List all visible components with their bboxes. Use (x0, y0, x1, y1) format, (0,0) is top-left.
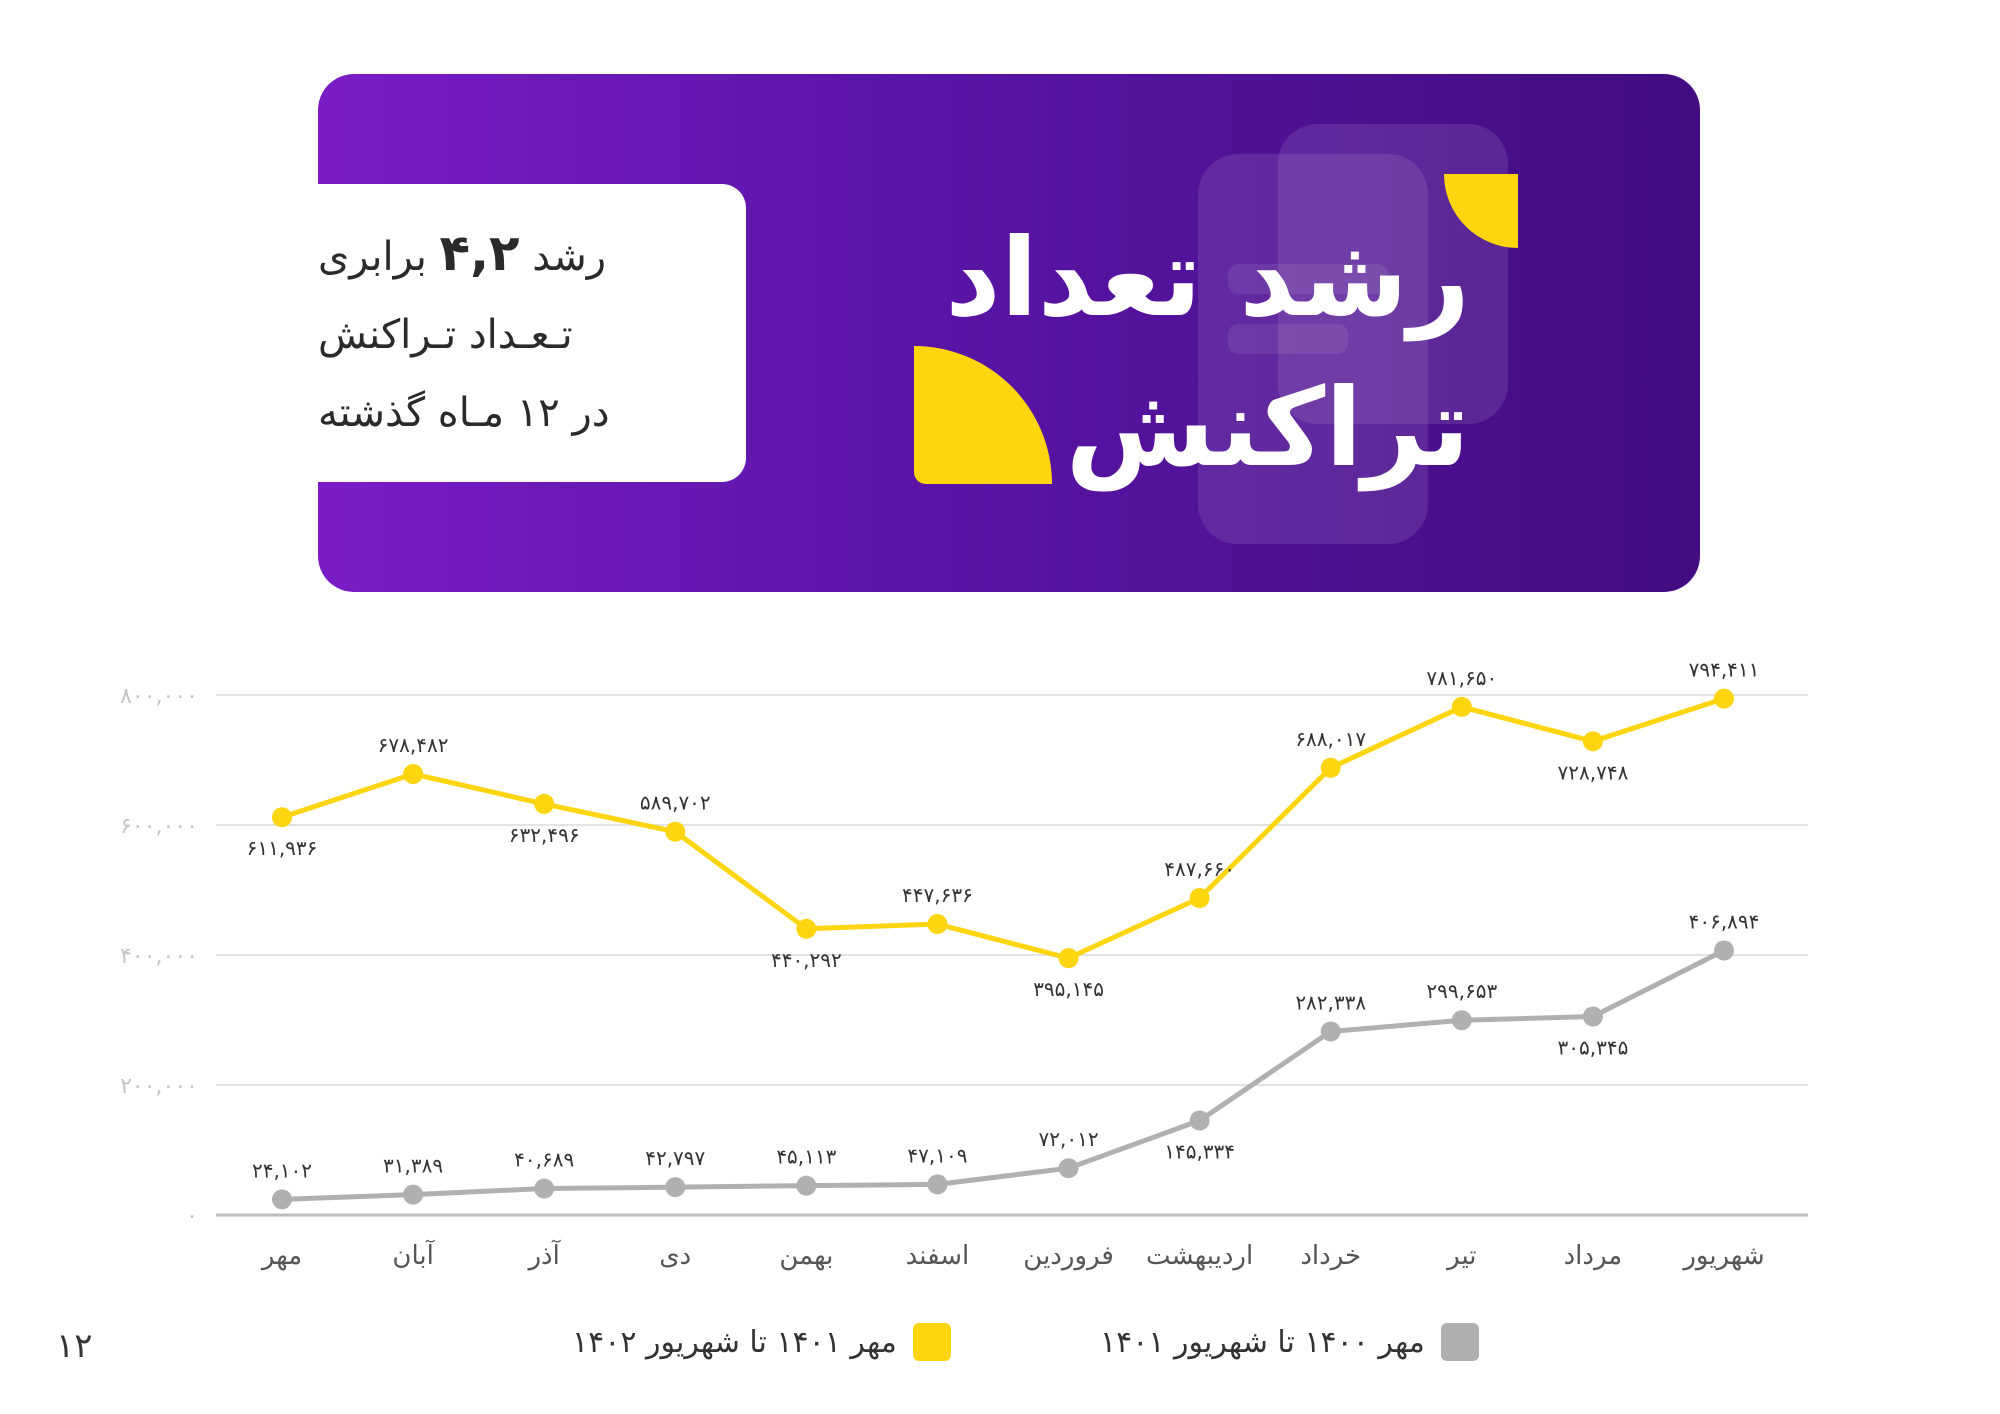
line-chart: ۰ ۲۰۰,۰۰۰ ۴۰۰,۰۰۰ ۶۰۰,۰۰۰ ۸۰۰,۰۰۰ مهر آبان آذر د… (120, 658, 1808, 1271)
data-point (403, 763, 424, 784)
x-tick-label: مهر (260, 1241, 302, 1271)
info-line-1: رشد ۴,۲ برابری (318, 214, 606, 296)
data-label: ۷۸۱,۶۵۰ (1426, 666, 1497, 690)
data-label: ۶۸۸,۰۱۷ (1295, 727, 1366, 751)
data-point (1189, 1110, 1210, 1131)
banner-title-line-2: تراکنش (1065, 366, 1470, 491)
data-label: ۶۳۲,۴۹۶ (509, 823, 580, 847)
data-point (1058, 948, 1079, 969)
data-point (1451, 1010, 1472, 1031)
data-point (534, 1178, 555, 1199)
info-prefix: رشد (532, 234, 607, 280)
series-line-current (281, 696, 1725, 961)
data-label: ۲۹۹,۶۵۳ (1426, 979, 1497, 1003)
y-tick-label: ۶۰۰,۰۰۰ (120, 814, 198, 839)
data-point (927, 1174, 948, 1195)
info-suffix: برابری (318, 234, 427, 280)
data-point (403, 1184, 424, 1205)
data-label: ۱۴۵,۳۳۴ (1164, 1140, 1235, 1164)
banner-title: رشد تعداد تراکنش (945, 204, 1470, 504)
legend-label-previous: مهر ۱۴۰۰ تا شهریور ۱۴۰۱ (1100, 1324, 1425, 1360)
data-label: ۴۰۶,۸۹۴ (1689, 910, 1760, 934)
x-tick-label: مرداد (1564, 1241, 1623, 1271)
legend-label-current: مهر ۱۴۰۱ تا شهریور ۱۴۰۲ (572, 1324, 897, 1360)
data-label: ۲۸۲,۳۳۸ (1295, 990, 1366, 1014)
data-point (1582, 731, 1603, 752)
x-tick-label: شهریور (1681, 1241, 1764, 1271)
data-point (1714, 940, 1734, 961)
data-label: ۴۷,۱۰۹ (907, 1143, 967, 1167)
x-tick-label: اسفند (906, 1241, 970, 1271)
data-label: ۴۲,۷۹۷ (645, 1146, 705, 1170)
data-point (272, 807, 292, 828)
data-label: ۷۲۸,۷۴۸ (1558, 760, 1629, 784)
x-tick-label: فروردین (1023, 1241, 1114, 1271)
data-label: ۷۹۴,۴۱۱ (1689, 658, 1760, 682)
data-point (1320, 1021, 1341, 1042)
info-line-3: در ۱۲ مـاه گذشته (318, 390, 610, 436)
legend-swatch-previous (1440, 1323, 1479, 1361)
info-value: ۴,۲ (439, 224, 520, 282)
data-label: ۴۴۰,۲۹۲ (771, 948, 842, 972)
legend-item-current: مهر ۱۴۰۱ تا شهریور ۱۴۰۲ (572, 1322, 951, 1362)
data-point (665, 1177, 686, 1198)
data-point (665, 821, 686, 842)
data-label: ۳۹۵,۱۴۵ (1033, 977, 1104, 1001)
x-tick-label: آذر (527, 1239, 562, 1271)
x-tick-label: تیر (1445, 1241, 1476, 1271)
data-label: ۶۷۸,۴۸۲ (378, 733, 449, 757)
growth-info-card: رشد ۴,۲ برابری تـعـداد تـراکنش در ۱۲ مـا… (318, 184, 746, 482)
data-point (796, 1175, 817, 1196)
page-number: ۱۲ (56, 1326, 93, 1366)
data-point (534, 793, 555, 814)
data-label: ۳۱,۳۸۹ (383, 1154, 443, 1178)
data-label: ۴۰,۶۸۹ (514, 1148, 574, 1172)
data-point (1582, 1006, 1603, 1027)
data-point (272, 1189, 292, 1210)
yellow-quarter-shape-large (914, 346, 1052, 484)
legend-swatch-current (912, 1323, 951, 1361)
data-label: ۴۵,۱۱۳ (776, 1145, 836, 1169)
data-point (1714, 688, 1734, 709)
data-label: ۶۱۱,۹۳۶ (247, 836, 318, 860)
data-label: ۴۴۷,۶۳۶ (902, 883, 973, 907)
x-tick-label: بهمن (779, 1241, 833, 1271)
data-point (1189, 888, 1210, 909)
data-point (1451, 696, 1472, 717)
data-point (796, 918, 817, 939)
series-line-previous (281, 948, 1726, 1202)
data-label: ۵۸۹,۷۰۲ (640, 791, 711, 815)
legend-item-previous: مهر ۱۴۰۰ تا شهریور ۱۴۰۱ (1100, 1322, 1479, 1362)
data-point (1320, 757, 1341, 778)
data-label: ۳۰۵,۳۴۵ (1558, 1036, 1629, 1060)
data-label: ۲۴,۱۰۲ (252, 1158, 312, 1182)
data-point (1058, 1158, 1079, 1179)
info-line-2: تـعـداد تـراکنش (318, 312, 573, 358)
y-tick-label: ۲۰۰,۰۰۰ (120, 1074, 198, 1099)
title-banner: رشد ۴,۲ برابری تـعـداد تـراکنش در ۱۲ مـا… (318, 74, 1700, 592)
x-tick-label: اردیبهشت (1146, 1241, 1253, 1271)
x-tick-label: دی (659, 1241, 691, 1271)
y-tick-label: ۸۰۰,۰۰۰ (120, 684, 198, 709)
y-tick-label: ۴۰۰,۰۰۰ (120, 944, 198, 969)
x-tick-label: آبان (392, 1239, 435, 1271)
data-label: ۷۲,۰۱۲ (1039, 1127, 1099, 1151)
banner-title-line-1: رشد تعداد (945, 216, 1470, 341)
yellow-quarter-shape-small (1444, 174, 1518, 248)
data-point (927, 914, 948, 935)
y-tick-label: ۰ (186, 1204, 198, 1229)
data-label: ۴۸۷,۶۶۰ (1164, 857, 1235, 881)
x-tick-label: خرداد (1300, 1241, 1361, 1271)
